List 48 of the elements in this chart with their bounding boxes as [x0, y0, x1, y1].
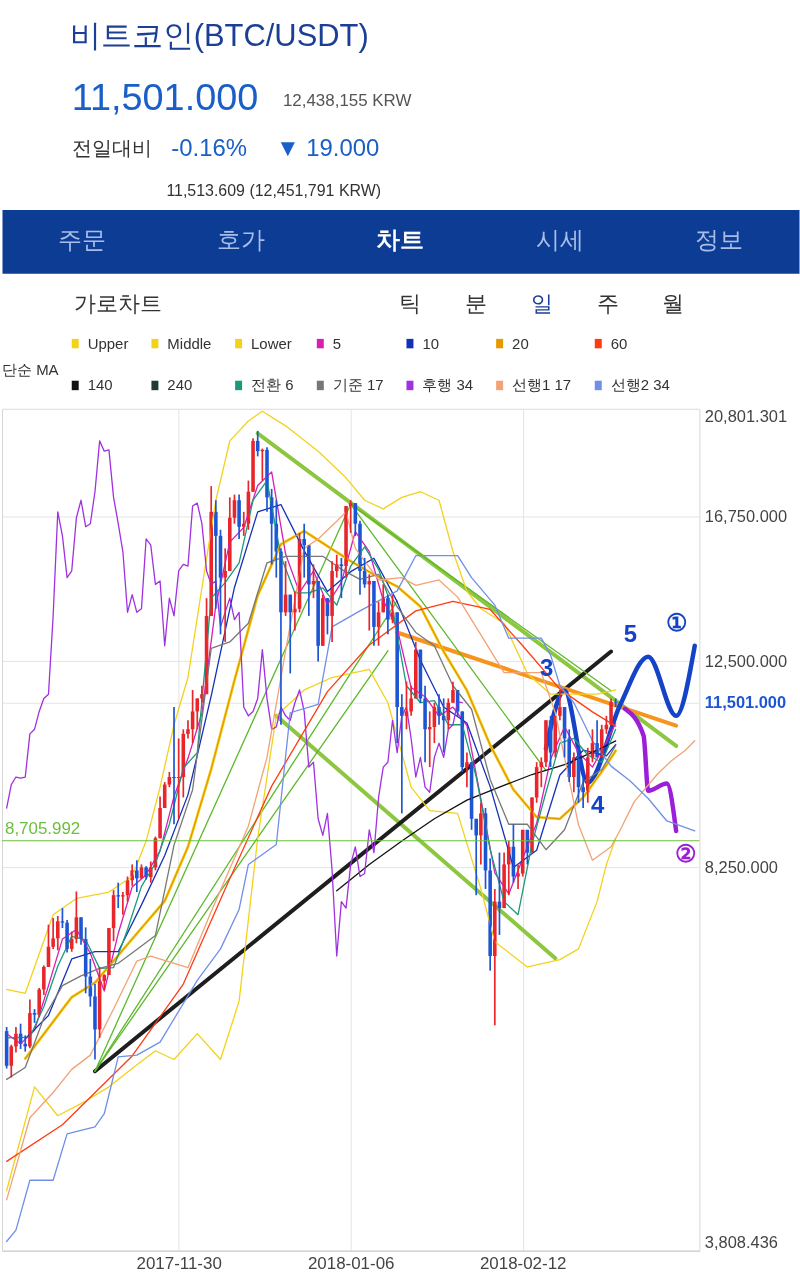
ref-line-label: 8,705.992: [4, 818, 81, 838]
legend-label: 선행2 34: [610, 376, 670, 394]
y-tick-label: 16,750.000: [704, 506, 788, 525]
legend-label: 후행 34: [422, 376, 474, 394]
text: 주: [596, 291, 619, 317]
legend-label: Lower: [251, 334, 292, 352]
x-tick-label: 2018-02-12: [479, 1254, 567, 1274]
y-tick-label: 20,801.301: [704, 407, 788, 426]
legend-label: 140: [87, 376, 113, 394]
x-tick-label: 2017-11-30: [136, 1254, 222, 1274]
annotation: 5: [623, 619, 637, 647]
legend-label: Middle: [167, 334, 212, 352]
text: 12,438,155 KRW: [282, 90, 412, 110]
text: 정보: [695, 226, 744, 254]
annotation: 3: [539, 653, 554, 681]
y-tick-label: 3,808.436: [704, 1233, 778, 1252]
legend-label: 60: [610, 334, 628, 352]
text: 분: [465, 291, 488, 317]
legend-label: 10: [422, 334, 440, 352]
text: 주문: [57, 226, 106, 254]
text: ▼ 19.000: [275, 133, 380, 161]
legend-label: 240: [167, 376, 193, 394]
text: 일: [530, 291, 553, 317]
legend-label: Upper: [87, 334, 129, 352]
annotation: ①: [665, 608, 688, 636]
text: -0.16%: [171, 133, 248, 161]
text: 차트: [376, 226, 425, 254]
y-tick-label: 11,501.000: [704, 693, 787, 712]
chart-title: 비트코인(BTC/USDT): [69, 18, 369, 54]
y-tick-label: 8,250.000: [704, 857, 778, 876]
x-tick-label: 2018-01-06: [307, 1254, 395, 1274]
text: 호가: [217, 226, 266, 254]
text: 틱: [399, 291, 422, 317]
legend-label: 선행1 17: [512, 376, 572, 394]
text: 월: [662, 291, 685, 317]
text: 11,513.609 (12,451,791 KRW): [166, 181, 382, 199]
text: 전일대비: [71, 136, 152, 159]
annotation: 4: [591, 791, 606, 819]
text: 시세: [535, 226, 584, 254]
legend-label: 20: [512, 334, 529, 352]
annotation: ②: [675, 839, 698, 867]
legend-label: 5: [332, 334, 342, 352]
legend-label: 기준 17: [332, 376, 384, 394]
legend-label: 전환 6: [251, 376, 294, 394]
legend-title: 단순 MA: [1, 360, 59, 378]
text: 가로차트: [73, 291, 162, 317]
text: 11,501.000: [71, 75, 259, 118]
y-tick-label: 12,500.000: [704, 651, 788, 670]
